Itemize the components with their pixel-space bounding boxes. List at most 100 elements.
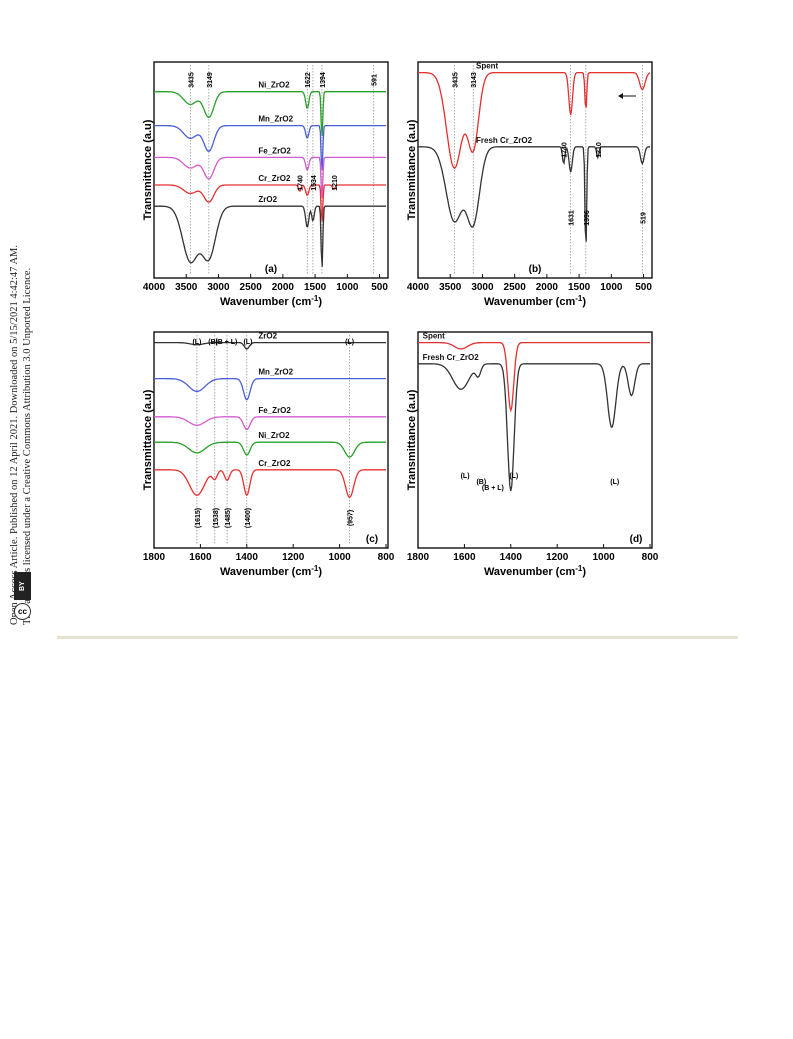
x-tick-label: 1000 xyxy=(328,552,351,563)
plot-frame xyxy=(417,331,653,549)
top-label: (L) xyxy=(345,339,354,346)
figure: Transmittance (a.u) Ni_ZrO2 Mn_ZrO2 Fe_ZrO2… xyxy=(142,61,659,578)
x-tick-label: 4000 xyxy=(407,282,430,293)
x-tick-label: 2500 xyxy=(240,282,263,293)
series-label: Fe_ZrO2 xyxy=(258,406,291,415)
x-tick-label: 1400 xyxy=(500,552,523,563)
peak-label: 1631 xyxy=(569,210,576,226)
series-line xyxy=(418,146,650,242)
bottom-label: (957) xyxy=(348,510,355,526)
top-label: (B) xyxy=(208,339,218,346)
x-tick-label: 3000 xyxy=(471,282,494,293)
peak-label: 3143 xyxy=(471,72,478,88)
series-line xyxy=(154,91,386,137)
x-tick-label: 1800 xyxy=(407,552,430,563)
series-label: Ni_ZrO2 xyxy=(258,431,290,440)
cc-icon: cc xyxy=(14,603,31,620)
peak-label: 1534 xyxy=(311,175,318,191)
y-axis-label: Transmittance (a.u) xyxy=(142,389,154,490)
x-tick-label: 1000 xyxy=(600,282,623,293)
series-line xyxy=(154,441,386,458)
x-tick-label: 3500 xyxy=(175,282,198,293)
x-tick-label: 1200 xyxy=(546,552,569,563)
peak-label: 1740 xyxy=(562,142,569,158)
x-tick-label: 1500 xyxy=(304,282,327,293)
peak-label: (B + L) xyxy=(482,485,504,492)
peak-label: 1622 xyxy=(305,72,312,88)
series-label: Mn_ZrO2 xyxy=(258,115,293,124)
x-tick-label: 1600 xyxy=(189,552,212,563)
series-line xyxy=(418,341,650,413)
series-label: ZrO2 xyxy=(258,195,277,204)
peak-label: 591 xyxy=(372,74,379,86)
x-axis-label: Wavenumber (cm-1) xyxy=(220,294,322,308)
series-line xyxy=(418,71,651,169)
x-axis-label: Wavenumber (cm-1) xyxy=(220,564,322,578)
series-label: Fe_ZrO2 xyxy=(258,146,291,155)
y-axis-label: Transmittance (a.u) xyxy=(406,119,418,220)
bottom-label: (1538) xyxy=(213,508,220,528)
x-tick-label: 4000 xyxy=(143,282,166,293)
x-tick-label: 500 xyxy=(635,282,652,293)
series-label: Mn_ZrO2 xyxy=(258,368,293,377)
top-label: (L) xyxy=(243,339,252,346)
section-divider xyxy=(57,636,738,639)
x-tick-label: 500 xyxy=(371,282,388,293)
series-label: Cr_ZrO2 xyxy=(258,174,291,183)
chart-panel-b: Transmittance (a.u) Spent Fresh Cr_ZrO2 400… xyxy=(406,61,653,308)
peak-label: (B) xyxy=(476,479,486,486)
peak-label: (L) xyxy=(610,479,619,486)
peak-label: (L) xyxy=(461,473,470,480)
peak-label: 1210 xyxy=(596,142,603,158)
x-tick-label: 1000 xyxy=(592,552,615,563)
y-axis-label: Transmittance (a.u) xyxy=(142,119,154,220)
peak-label: 3435 xyxy=(452,72,459,88)
peak-label: 3435 xyxy=(188,72,195,88)
series-line xyxy=(418,363,650,492)
plot-frame xyxy=(153,61,389,279)
peak-label: 1210 xyxy=(332,175,339,191)
by-icon: BY xyxy=(14,572,31,600)
panel-label: (c) xyxy=(366,534,378,545)
peak-label: 1394 xyxy=(320,72,327,88)
bottom-label: (1485) xyxy=(225,508,232,528)
x-tick-label: 2000 xyxy=(272,282,295,293)
x-axis-label: Wavenumber (cm-1) xyxy=(484,564,586,578)
series-line xyxy=(154,156,386,198)
x-tick-label: 1000 xyxy=(336,282,359,293)
x-tick-label: 1800 xyxy=(143,552,166,563)
peak-label: 3149 xyxy=(207,72,214,88)
x-tick-label: 2500 xyxy=(504,282,527,293)
series-label: ZrO2 xyxy=(258,332,277,341)
peak-label: 1740 xyxy=(298,175,305,191)
x-tick-label: 1200 xyxy=(282,552,305,563)
series-line xyxy=(154,184,386,222)
series-label: Spent xyxy=(423,332,446,341)
top-label: (B + L) xyxy=(215,339,237,346)
peak-label: (L) xyxy=(509,473,518,480)
series-line xyxy=(154,377,386,401)
panel-label: (b) xyxy=(529,264,542,275)
series-line xyxy=(154,416,386,431)
x-tick-label: 1600 xyxy=(453,552,476,563)
plot-frame xyxy=(417,61,653,279)
x-tick-label: 1400 xyxy=(236,552,259,563)
arrow-head xyxy=(618,93,623,99)
x-tick-label: 3500 xyxy=(439,282,462,293)
x-tick-label: 3000 xyxy=(207,282,230,293)
x-tick-label: 800 xyxy=(642,552,659,563)
x-tick-label: 800 xyxy=(378,552,395,563)
series-label: Fresh Cr_ZrO2 xyxy=(423,353,480,362)
cc-by-badge[interactable]: BY cc xyxy=(8,568,35,628)
series-line xyxy=(154,469,386,499)
chart-panel-a: Transmittance (a.u) Ni_ZrO2 Mn_ZrO2 Fe_ZrO2… xyxy=(142,61,389,308)
chart-panel-c: Transmittance (a.u) ZrO2 Mn_ZrO2 Fe_ZrO2 Ni_… xyxy=(142,331,395,578)
series-line xyxy=(154,205,386,267)
chart-panel-d: Transmittance (a.u) Spent Fresh Cr_ZrO2 180… xyxy=(406,331,659,578)
x-tick-label: 1500 xyxy=(568,282,591,293)
peak-label: 519 xyxy=(640,212,647,224)
series-label: Spent xyxy=(476,62,499,71)
panel-label: (a) xyxy=(265,264,277,275)
bottom-label: (1400) xyxy=(245,508,252,528)
peak-label: 1396 xyxy=(584,210,591,226)
